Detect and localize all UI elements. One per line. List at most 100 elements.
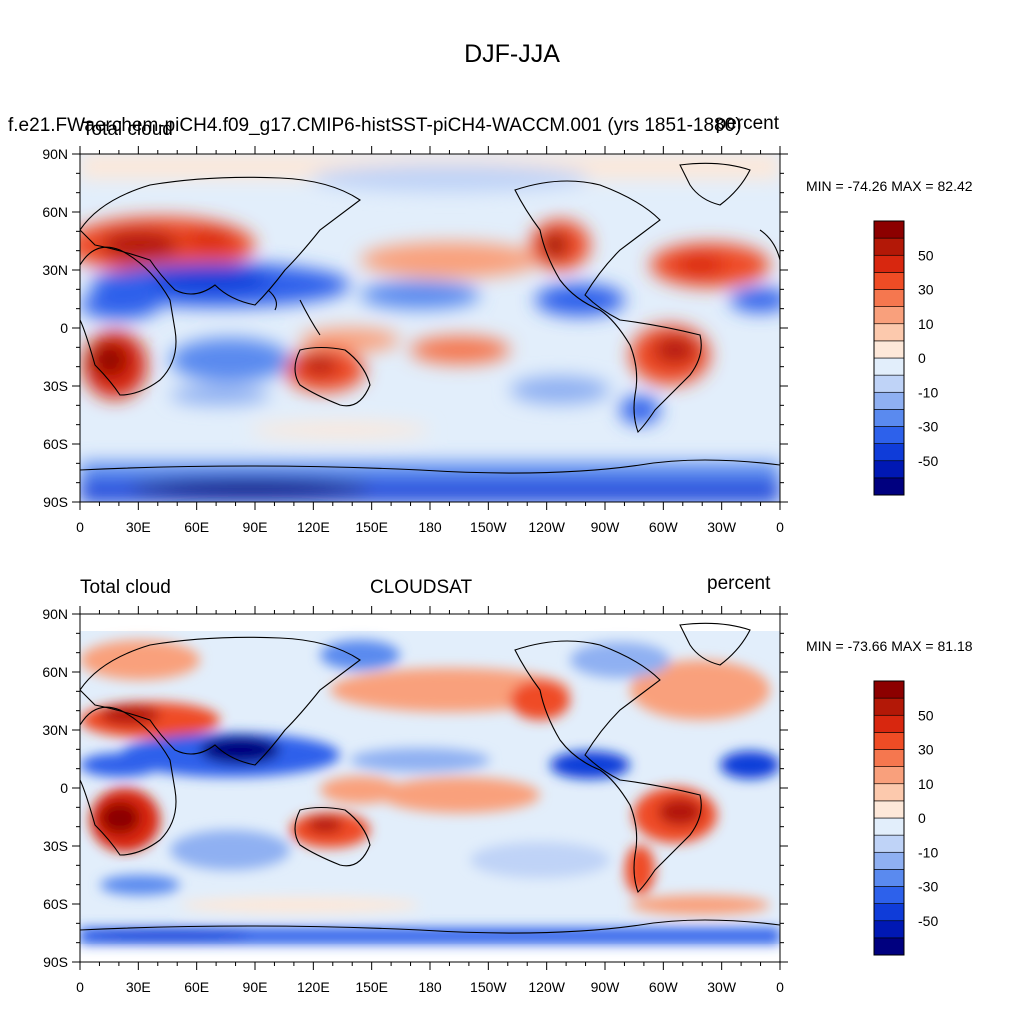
panel2-contour-field (80, 640, 780, 944)
panel2-xtick-label: 150E (355, 979, 388, 995)
panel1-coastlines (80, 162, 780, 474)
panel2-xtick-label: 60E (184, 979, 209, 995)
panel2-colorbar-box (873, 886, 905, 904)
panel2-xtick-label: 60W (649, 979, 679, 995)
panel1-colorbar-box (873, 374, 905, 393)
panel1-ytick-label: 60S (43, 436, 68, 452)
panel2-colorbar-box (873, 851, 905, 870)
panel2-colorbar-box (873, 937, 905, 956)
panel1-xtick-label: 180 (418, 519, 442, 535)
panel1-ytick-label: 90S (43, 494, 68, 510)
panel1-colorbar-box (873, 323, 905, 342)
panel2-xtick-label: 150W (470, 979, 507, 995)
panel1-colorbar-box (873, 237, 905, 256)
panel1-colorbar-box (873, 272, 905, 290)
panel1-center-title: f.e21.FWaerchem-piCH4.f09_g17.CMIP6-hist… (8, 115, 742, 136)
panel2-colorbar-label: 10 (918, 776, 934, 792)
panel2-colorbar-label: 0 (918, 810, 926, 826)
panel2-ytick-label: 90N (42, 606, 68, 622)
panel1-colorbar-label: -10 (918, 384, 938, 400)
panel2-xtick-label: 0 (76, 979, 84, 995)
panel2-colorbar-box (873, 732, 905, 750)
panel2-xtick-label: 90W (591, 979, 621, 995)
panel2-colorbar-box (873, 800, 905, 819)
panel2-colorbar-box (873, 766, 905, 785)
panel1-ytick-label: 60N (42, 204, 68, 220)
panel2-ytick-label: 60S (43, 896, 68, 912)
panel2-colorbar-box (873, 749, 905, 767)
panel1-colorbar-label: -50 (918, 453, 938, 469)
panel1-ytick-label: 30N (42, 262, 68, 278)
panel2-xtick-label: 120W (528, 979, 565, 995)
panel1-colorbar-frame (873, 220, 905, 496)
panel1-colorbar-box (873, 340, 905, 359)
panel1-xtick-label: 120E (297, 519, 330, 535)
panel2-xtick-label: 0 (776, 979, 784, 995)
panel2-colorbar-label: -50 (918, 913, 938, 929)
panel2-colorbar-label: -10 (918, 844, 938, 860)
panel2-ytick-label: 30N (42, 722, 68, 738)
axes-layer: 0 30E 60E 90E 120E 150E 180 150W 120W 90W 60W 30W 09… (42, 146, 788, 995)
panel1-xtick-label: 120W (528, 519, 565, 535)
panel2-colorbar-box (873, 714, 905, 733)
panel2-minmax: MIN = -73.66 MAX = 81.18 (806, 638, 973, 654)
panel1-map (79, 153, 781, 503)
panel2-ytick-label: 0 (60, 780, 68, 796)
panel2-xtick-label: 90E (243, 979, 268, 995)
panel1-ytick-label: 0 (60, 320, 68, 336)
panel1-contour-field (80, 154, 780, 502)
panel2-colorbar-box (873, 920, 905, 939)
panel2-xtick-label: 180 (418, 979, 442, 995)
panel1-colorbar-box (873, 409, 905, 427)
panel2-ytick-label: 60N (42, 664, 68, 680)
panel2-xtick-label: 120E (297, 979, 330, 995)
panel1-xtick-label: 90W (591, 519, 621, 535)
panel1-xtick-label: 30W (707, 519, 737, 535)
panel1-colorbar-label: -30 (918, 419, 938, 435)
panel1-colorbar-label: 30 (918, 282, 934, 298)
panel2-colorbar-box (873, 817, 905, 836)
panel1-colorbar-box (873, 443, 905, 462)
panel1-colorbar-box (873, 254, 905, 273)
panel2-colorbar-label: 50 (918, 707, 934, 723)
panel2-left-title: Total cloud (80, 577, 171, 598)
panel2-colorbar-box (873, 697, 905, 716)
panel2-xtick-label: 30E (126, 979, 151, 995)
panel2-colorbar-label: -30 (918, 879, 938, 895)
panel2-colorbar-frame (873, 680, 905, 956)
panel1-xtick-label: 150W (470, 519, 507, 535)
panel1-colorbar-box (873, 289, 905, 307)
panel2-colorbar-label: 30 (918, 742, 934, 758)
panel1-xtick-label: 90E (243, 519, 268, 535)
panel1-colorbar-box (873, 426, 905, 444)
panel1-xtick-label: 30E (126, 519, 151, 535)
panel1-colorbar-label: 10 (918, 316, 934, 332)
panel2-colorbar-box (873, 903, 905, 922)
panel2-ytick-label: 90S (43, 954, 68, 970)
panel2-xtick-label: 30W (707, 979, 737, 995)
panel2-colorbar-box (873, 834, 905, 853)
panel1-xtick-label: 0 (76, 519, 84, 535)
panel1-minmax: MIN = -74.26 MAX = 82.42 (806, 178, 973, 194)
panel1-ytick-label: 30S (43, 378, 68, 394)
panel1-colorbar-label: 0 (918, 350, 926, 366)
panel1-xtick-label: 60W (649, 519, 679, 535)
panel1-xtick-label: 150E (355, 519, 388, 535)
panel1-colorbar-box (873, 306, 905, 325)
panel1-colorbar-label: 50 (918, 247, 934, 263)
panel2-coastlines (80, 622, 780, 934)
panel2-right-title: percent (707, 573, 771, 594)
panel2-ytick-label: 30S (43, 838, 68, 854)
panel2-map (79, 613, 781, 963)
figure-title: DJF-JJA (464, 40, 560, 68)
panel1-colorbar-box (873, 477, 905, 496)
panel2-colorbar-box (873, 680, 905, 699)
panel2-colorbar-box (873, 783, 905, 802)
panel1-colorbar-box (873, 460, 905, 479)
panel1-right-title: percent (715, 113, 779, 134)
colorbar-layer: 50 30 10 0 -10 -30 -50 50 30 10 0 -10 -30 -50 (873, 220, 938, 956)
panel1-colorbar-box (873, 220, 905, 239)
panel1-colorbar-box (873, 391, 905, 410)
panel1-left-title: Total cloud (82, 119, 173, 140)
